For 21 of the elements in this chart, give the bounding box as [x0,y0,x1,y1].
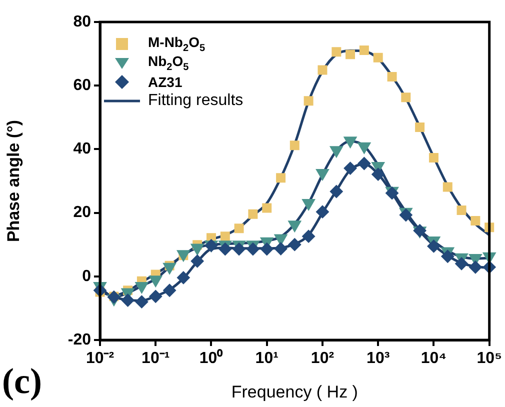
y-tick-label: 60 [73,77,92,94]
x-tick-label: 10⁻² [86,350,114,368]
legend-label: M-Nb$_{2}$O$_{5}$ [148,34,206,54]
x-tick-label: 10² [310,350,334,368]
y-tick-label: 40 [73,140,92,158]
legend-label: Fitting results [148,92,244,110]
x-tick-label: 10⁻¹ [142,350,170,368]
x-tick-label: 10⁰ [199,349,224,368]
legend-label: Nb$_{2}$O$_{5}$ [148,52,189,72]
x-tick-label: 10⁵ [476,350,502,368]
x-tick-label: 10⁴ [420,350,447,368]
legend-label: AZ31 [148,74,182,90]
text: (c) [2,360,42,402]
y-tick-label: 80 [73,13,92,30]
y-tick-label: -20 [68,331,92,348]
y-tick-label: 0 [82,268,92,285]
y-axis-title: Phase angle (°) [4,120,23,242]
x-axis-title: Frequency ( Hz ) [231,382,358,402]
y-tick-label: 20 [73,204,92,222]
x-tick-label: 10¹ [255,350,278,368]
x-tick-label: 10³ [366,350,390,368]
